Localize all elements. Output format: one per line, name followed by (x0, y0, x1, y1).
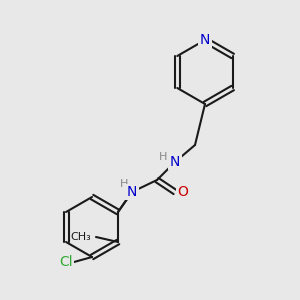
Text: N: N (170, 155, 180, 169)
Text: Cl: Cl (59, 255, 73, 269)
Text: N: N (200, 33, 210, 47)
Text: N: N (127, 185, 137, 199)
Text: H: H (120, 179, 128, 189)
Text: O: O (178, 185, 188, 199)
Text: CH₃: CH₃ (70, 232, 91, 242)
Text: H: H (159, 152, 167, 162)
